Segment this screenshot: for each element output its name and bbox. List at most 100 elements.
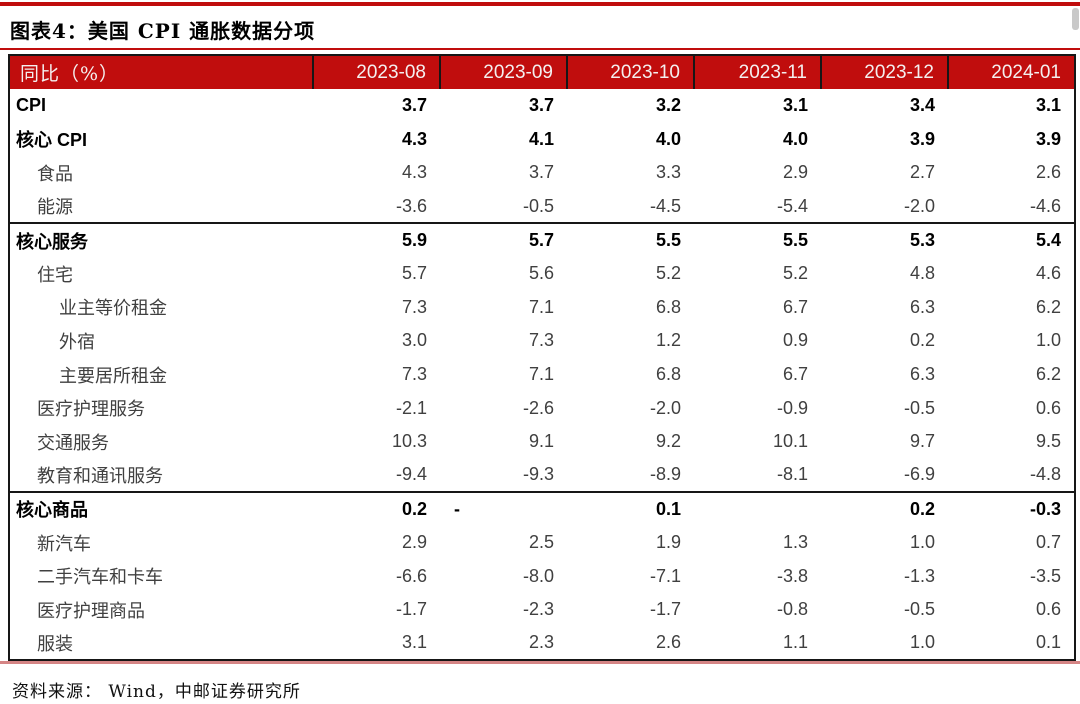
value-cell: 1.2	[655, 330, 681, 351]
value-cell: 4.6	[1035, 263, 1061, 284]
value-cell: 6.2	[1035, 296, 1061, 317]
scrollbar-thumb[interactable]	[1072, 8, 1079, 30]
column-header: 2023-11	[693, 55, 821, 89]
value-cell: -6.9	[903, 464, 935, 485]
value-cell: 0.9	[782, 330, 808, 351]
value-cell: -3.8	[776, 565, 808, 586]
value-cell: 3.2	[655, 95, 681, 116]
row-label: 住宅	[37, 264, 73, 285]
value-cell: -4.5	[649, 195, 681, 216]
value-cell: 5.2	[782, 263, 808, 284]
row-label: 新汽车	[37, 533, 91, 554]
unit-label-header: 同比（%）	[9, 55, 313, 89]
value-cell: -0.9	[776, 397, 808, 418]
value-cell: 1.0	[909, 632, 935, 653]
cpi-table: 同比（%） 2023-08 2023-09 2023-10 2023-11 2023-1…	[8, 54, 1076, 662]
value-cell: 2.6	[655, 632, 681, 653]
table-row: CPI 3.7 3.7 3.2 3.1 3.4 3.1	[9, 89, 1075, 123]
row-label: 交通服务	[37, 432, 109, 453]
value-cell: 9.7	[909, 431, 935, 452]
value-cell: 3.7	[401, 95, 427, 116]
value-cell: -5.4	[776, 195, 808, 216]
value-cell: -2.0	[903, 195, 935, 216]
table-row: 住宅 5.7 5.6 5.2 5.2 4.8 4.6	[9, 257, 1075, 291]
value-cell: 3.0	[401, 330, 427, 351]
value-cell: 7.3	[401, 364, 427, 385]
value-cell: 10.3	[391, 431, 427, 452]
value-cell: -3.6	[395, 195, 427, 216]
value-cell: -4.6	[1029, 195, 1061, 216]
table-row: 二手汽车和卡车 -6.6 -8.0 -7.1 -3.8 -1.3 -3.5	[9, 559, 1075, 593]
value-cell: 9.5	[1035, 431, 1061, 452]
value-cell: 5.3	[821, 222, 948, 257]
value-cell: 6.7	[782, 364, 808, 385]
table-row: 食品 4.3 3.7 3.3 2.9 2.7 2.6	[9, 156, 1075, 190]
value-cell: -0.5	[903, 397, 935, 418]
value-cell: 6.3	[909, 364, 935, 385]
value-cell: 5.5	[567, 222, 694, 257]
value-cell: -0.3	[948, 491, 1075, 526]
value-cell: 0.2	[821, 491, 948, 526]
value-cell: -0.5	[903, 599, 935, 620]
value-cell: 4.3	[401, 162, 427, 183]
value-cell: 7.3	[528, 330, 554, 351]
column-header: 2024-01	[947, 55, 1075, 89]
value-cell: 0.1	[567, 491, 694, 526]
value-cell: 9.1	[528, 431, 554, 452]
value-cell: 4.8	[909, 263, 935, 284]
table-row: 核心商品 0.2-0.1 0.2 -0.3	[9, 491, 1075, 526]
value-cell: -0.5	[522, 195, 554, 216]
value-cell: -2.0	[649, 397, 681, 418]
value-cell: 2.9	[401, 532, 427, 553]
table-row: 交通服务 10.3 9.1 9.2 10.1 9.7 9.5	[9, 425, 1075, 459]
value-cell: 0.1	[1035, 632, 1061, 653]
value-cell: 9.2	[655, 431, 681, 452]
value-cell: -1.3	[903, 565, 935, 586]
table-row: 服装 3.1 2.3 2.6 1.1 1.0 0.1	[9, 627, 1075, 661]
value-cell: 3.3	[655, 162, 681, 183]
value-cell: -7.1	[649, 565, 681, 586]
value-cell: -8.0	[522, 565, 554, 586]
value-cell: 4.0	[655, 128, 681, 149]
table-row: 教育和通讯服务 -9.4 -9.3 -8.9 -8.1 -6.9 -4.8	[9, 459, 1075, 493]
value-cell: 0.7	[1035, 532, 1061, 553]
header-row: 同比（%） 2023-08 2023-09 2023-10 2023-11 2023-1…	[9, 55, 1075, 89]
value-cell: 7.3	[401, 296, 427, 317]
value-cell: 3.1	[1035, 95, 1061, 116]
top-red-rule	[0, 2, 1080, 6]
value-cell: 0.2	[313, 491, 440, 526]
value-cell: -2.6	[522, 397, 554, 418]
value-cell: 0.6	[1035, 599, 1061, 620]
table-header: 同比（%） 2023-08 2023-09 2023-10 2023-11 2023-1…	[9, 55, 1075, 89]
value-cell: 3.9	[909, 128, 935, 149]
value-cell: 3.9	[1035, 128, 1061, 149]
value-cell: -2.1	[395, 397, 427, 418]
table-row: 医疗护理商品 -1.7 -2.3 -1.7 -0.8 -0.5 0.6	[9, 593, 1075, 627]
row-label: 医疗护理商品	[37, 600, 145, 621]
value-cell: -2.3	[522, 599, 554, 620]
value-cell: -9.4	[395, 464, 427, 485]
value-cell: 5.9	[313, 222, 440, 257]
table-row: 业主等价租金 7.3 7.1 6.8 6.7 6.3 6.2	[9, 291, 1075, 325]
row-label: 核心服务	[9, 222, 313, 257]
value-cell: -3.5	[1029, 565, 1061, 586]
value-cell: 3.4	[909, 95, 935, 116]
value-cell: 1.3	[782, 532, 808, 553]
title-red-rule	[0, 48, 1080, 50]
table-row: 核心 CPI 4.3 4.1 4.0 4.0 3.9 3.9	[9, 123, 1075, 157]
value-cell: 7.1	[528, 296, 554, 317]
row-label: 业主等价租金	[59, 298, 167, 319]
value-cell: -8.9	[649, 464, 681, 485]
value-cell: -8.1	[776, 464, 808, 485]
row-label: 外宿	[59, 331, 95, 352]
value-cell: 5.5	[694, 222, 821, 257]
value-cell: -4.8	[1029, 464, 1061, 485]
column-header: 2023-09	[439, 55, 567, 89]
value-cell: 4.3	[401, 128, 427, 149]
value-cell: 3.1	[401, 632, 427, 653]
value-cell: 2.9	[782, 162, 808, 183]
value-cell: 5.7	[440, 222, 567, 257]
row-label: 能源	[37, 197, 73, 218]
table-row: 外宿 3.0 7.3 1.2 0.9 0.2 1.0	[9, 324, 1075, 358]
value-cell: 6.8	[655, 296, 681, 317]
